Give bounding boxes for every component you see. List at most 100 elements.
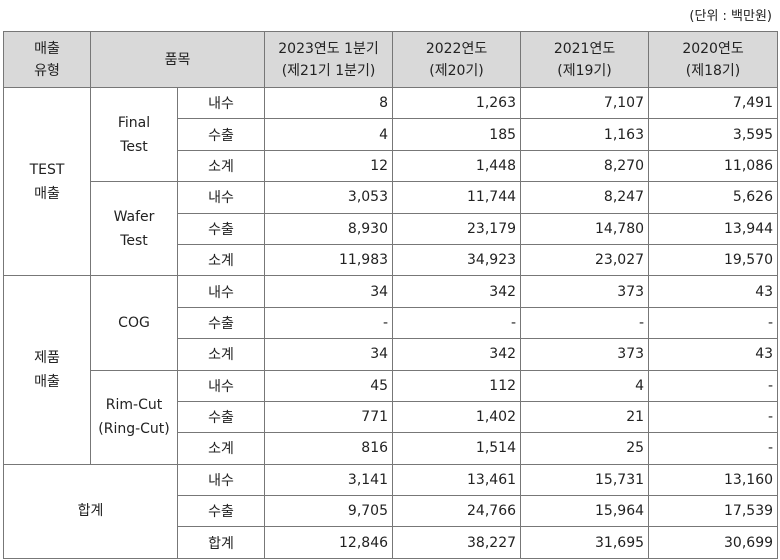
item-cell: Rim-Cut (Ring-Cut) xyxy=(90,369,178,465)
unit-label: (단위 : 백만원) xyxy=(689,9,772,24)
value-cell: 43 xyxy=(648,338,779,371)
value-cell: 15,964 xyxy=(520,495,650,528)
value-cell: 34 xyxy=(264,338,394,371)
table-row: 소계 12 1,448 8,270 11,086 xyxy=(4,149,779,183)
header-period-line1: 2021연도 xyxy=(553,40,616,57)
sales-type-label: 매출 xyxy=(34,185,60,202)
value-cell: 23,179 xyxy=(392,212,522,245)
header-row: 매출 유형 품목 2023연도 1분기 (제21기 1분기) 2022연도 (제… xyxy=(3,31,779,88)
table-body: TEST 매출 Final Test 내수 8 1,263 7,107 7,491 수출 4 185 1… xyxy=(3,86,779,559)
value-cell: 24,766 xyxy=(392,495,522,528)
value-cell: 1,514 xyxy=(392,432,522,465)
value-cell: 11,744 xyxy=(392,181,522,214)
value-cell: 1,402 xyxy=(392,400,522,434)
value-cell: 14,780 xyxy=(520,212,650,245)
value-cell: 112 xyxy=(392,369,522,402)
value-cell: - xyxy=(648,306,779,340)
value-cell: - xyxy=(520,306,650,340)
value-cell: 17,539 xyxy=(648,495,779,528)
header-period-line2: (제21기 1분기) xyxy=(281,62,376,79)
value-cell: 3,053 xyxy=(264,181,394,214)
value-cell: 12,846 xyxy=(264,526,394,559)
value-cell: 11,983 xyxy=(264,243,394,277)
table-row: Rim-Cut (Ring-Cut) 내수 45 112 4- xyxy=(4,369,779,465)
value-cell: 19,570 xyxy=(648,243,779,277)
sub-category-cell: 내수 xyxy=(176,181,266,214)
value-cell: - xyxy=(648,369,779,402)
value-cell: 1,163 xyxy=(520,118,650,151)
table-row: TEST 매출 Final Test 내수 8 1,263 7,107 7,491 xyxy=(3,86,779,277)
sub-category-cell: 수출 xyxy=(176,212,266,245)
value-cell: 31,695 xyxy=(520,526,650,559)
value-cell: 3,141 xyxy=(264,463,394,497)
item-label: COG xyxy=(118,314,150,331)
header-type-line: 매출 xyxy=(34,40,60,57)
value-cell: 30,699 xyxy=(648,526,779,559)
item-cell: Final Test xyxy=(90,86,178,183)
value-cell: 8,930 xyxy=(264,212,394,245)
item-cell: COG xyxy=(90,275,178,371)
sub-category-cell: 소계 xyxy=(176,243,266,277)
item-label: Test xyxy=(120,138,148,155)
sales-type-cell: TEST 매출 xyxy=(3,86,91,277)
header-period: 2020연도 (제18기) xyxy=(648,31,779,88)
value-cell: 8,247 xyxy=(520,181,650,214)
value-cell: 7,491 xyxy=(648,86,779,120)
header-period: 2022연도 (제20기) xyxy=(392,31,522,88)
header-period-line2: (제19기) xyxy=(557,62,612,79)
header-period-line1: 2023연도 1분기 xyxy=(278,40,379,57)
value-cell: 12 xyxy=(264,149,394,183)
header-period-line1: 2020연도 xyxy=(682,40,744,57)
table-row: 제품 매출 COG 내수 34 342 373 43 xyxy=(3,275,779,465)
sales-type-label: 매출 xyxy=(34,374,60,391)
total-row: 합계 내수 3,141 13,461 15,731 13,160 xyxy=(3,463,779,559)
value-cell: - xyxy=(392,306,522,340)
total-row: 합계 12,846 38,227 31,695 30,699 xyxy=(4,526,779,559)
value-cell: 373 xyxy=(520,338,650,371)
value-cell: 342 xyxy=(392,275,522,308)
sub-category-cell: 소계 xyxy=(176,338,266,371)
sub-category-cell: 합계 xyxy=(176,526,266,559)
value-cell: - xyxy=(648,432,779,465)
table-row: Wafer Test 내수 3,053 11,744 8,247 5,626 xyxy=(4,181,779,277)
value-cell: 7,107 xyxy=(520,86,650,120)
table-row: 소계 34 342 373 43 xyxy=(4,338,779,371)
value-cell: 9,705 xyxy=(264,495,394,528)
value-cell: 23,027 xyxy=(520,243,650,277)
value-cell: 34,923 xyxy=(392,243,522,277)
value-cell: 1,263 xyxy=(392,86,522,120)
sub-category-cell: 수출 xyxy=(176,400,266,434)
value-cell: 25 xyxy=(520,432,650,465)
sub-category-cell: 수출 xyxy=(176,118,266,151)
value-cell: 5,626 xyxy=(648,181,779,214)
value-cell: 34 xyxy=(264,275,394,308)
sub-category-cell: 내수 xyxy=(176,463,266,497)
item-label: Test xyxy=(120,232,148,249)
table-row: 수출 4 185 1,163 3,595 xyxy=(4,118,779,151)
sales-type-label: TEST xyxy=(29,161,65,178)
value-cell: 45 xyxy=(264,369,394,402)
total-label-cell: 합계 xyxy=(3,463,178,559)
value-cell: 342 xyxy=(392,338,522,371)
value-cell: 1,448 xyxy=(392,149,522,183)
sub-category-cell: 내수 xyxy=(176,369,266,402)
item-label: Final xyxy=(117,114,151,131)
sub-category-cell: 소계 xyxy=(176,149,266,183)
table-row: 수출 771 1,402 21- xyxy=(4,400,779,434)
header-item: 품목 xyxy=(89,31,266,88)
sub-category-cell: 수출 xyxy=(176,495,266,528)
sales-type-label: 제품 xyxy=(34,350,60,367)
sub-category-cell: 내수 xyxy=(176,86,266,120)
value-cell: - xyxy=(648,400,779,434)
value-cell: 771 xyxy=(264,400,394,434)
value-cell: 11,086 xyxy=(648,149,779,183)
header-period: 2023연도 1분기 (제21기 1분기) xyxy=(264,31,394,88)
header-type: 매출 유형 xyxy=(3,31,91,88)
table-row: 소계 11,983 34,923 23,027 19,570 xyxy=(4,243,779,277)
value-cell: 185 xyxy=(392,118,522,151)
header-type-line: 유형 xyxy=(34,62,60,79)
item-label: (Ring-Cut) xyxy=(98,421,170,438)
value-cell: 8 xyxy=(264,86,394,120)
value-cell: 43 xyxy=(648,275,779,308)
